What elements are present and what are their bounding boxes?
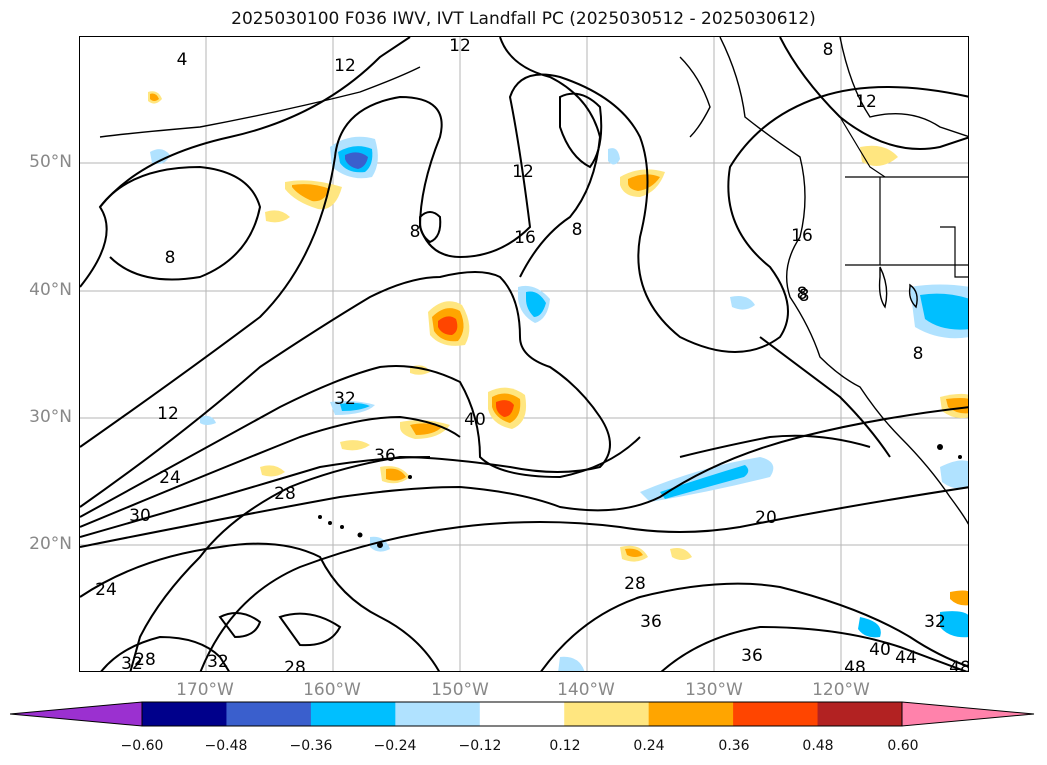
colorbar-extend-high [901, 701, 1035, 727]
colorbar-tick: −0.24 [373, 738, 417, 754]
graticule [80, 37, 968, 671]
lon-label-140w: 140°W [557, 680, 615, 700]
lon-label-150w: 150°W [431, 680, 489, 700]
colorbar-segment [564, 702, 650, 726]
contour-label: 40 [464, 410, 486, 430]
coastline [99, 37, 968, 525]
contour-label: 32 [207, 652, 229, 672]
contour-label: 20 [755, 508, 777, 528]
lat-label-50n: 50°N [29, 152, 72, 172]
lat-label-30n: 30°N [29, 407, 72, 427]
contour-label: 8 [797, 284, 808, 304]
contour-label: 32 [121, 654, 143, 672]
colorbar-tick: 0.36 [718, 738, 750, 754]
colorbar-segment [310, 702, 396, 726]
contour-label: 28 [624, 574, 646, 594]
contour-label: 36 [640, 612, 662, 632]
contour-label: 12 [512, 162, 534, 182]
contour-label: 28 [274, 484, 296, 504]
contour-label: 24 [159, 468, 181, 488]
lat-label-20n: 20°N [29, 534, 72, 554]
contour-label: 12 [334, 56, 356, 76]
contour-label: 4 [177, 50, 188, 70]
colorbar-tick: 0.48 [802, 738, 834, 754]
lon-label-130w: 130°W [685, 680, 743, 700]
contour-label: 32 [924, 612, 946, 632]
map-svg: 4 12 12 12 8 8 12 16 8 16 8 8 32 12 40 3… [80, 37, 969, 672]
colorbar-tick: −0.48 [204, 738, 248, 754]
colorbar-segment [226, 702, 312, 726]
contour-label: 12 [157, 404, 179, 424]
contour-label: 8 [572, 220, 583, 240]
contour-label: 32 [334, 389, 356, 409]
colorbar-segment [733, 702, 819, 726]
colorbar-segment [479, 702, 565, 726]
contour-label: 28 [284, 658, 306, 672]
islands [318, 444, 962, 548]
contour-label: 8 [410, 222, 421, 242]
colorbar-tick: −0.60 [120, 738, 164, 754]
contour-label: 12 [855, 92, 877, 112]
colorbar-segment [142, 702, 227, 726]
contour-label: 16 [791, 226, 813, 246]
colorbar [10, 701, 1035, 727]
positive-anomaly-fills [148, 91, 968, 606]
colorbar-segment [395, 702, 481, 726]
contour-label: 12 [449, 37, 471, 56]
lon-label-160w: 160°W [303, 680, 361, 700]
colorbar-tick: −0.12 [458, 738, 502, 754]
lat-label-40n: 40°N [29, 280, 72, 300]
map-panel: 4 12 12 12 8 8 12 16 8 16 8 8 32 12 40 3… [79, 36, 969, 672]
colorbar-segment [648, 702, 734, 726]
lon-label-170w: 170°W [176, 680, 234, 700]
contour-label: 30 [129, 506, 151, 526]
lon-label-120w: 120°W [812, 680, 870, 700]
colorbar-segment [817, 702, 903, 726]
contour-label: 8 [823, 40, 834, 60]
contour-label: 24 [95, 580, 117, 600]
map-title: 2025030100 F036 IWV, IVT Landfall PC (20… [231, 9, 816, 29]
borders [839, 116, 968, 278]
contour-label: 8 [799, 286, 810, 306]
contour-label: 36 [374, 446, 396, 466]
colorbar-tick: 0.24 [633, 738, 665, 754]
colorbar-tick: −0.36 [289, 738, 333, 754]
contour-label: 8 [165, 248, 176, 268]
contour-label: 48 [844, 658, 866, 672]
contour-label: 8 [913, 344, 924, 364]
colorbar-tick: 0.60 [887, 738, 919, 754]
iwv-contours [80, 37, 968, 671]
colorbar-segments [142, 702, 903, 726]
contour-label: 48 [949, 658, 969, 672]
contour-labels: 4 12 12 12 8 8 12 16 8 16 8 8 32 12 40 3… [95, 37, 969, 672]
colorbar-tick: 0.12 [549, 738, 581, 754]
negative-anomaly-fills [150, 136, 968, 671]
colorbar-extend-low [10, 701, 143, 727]
contour-label: 16 [514, 228, 536, 248]
contour-label: 28 [134, 650, 156, 670]
contour-label: 36 [741, 646, 763, 666]
contour-label: 44 [895, 648, 917, 668]
contour-label: 40 [869, 640, 891, 660]
